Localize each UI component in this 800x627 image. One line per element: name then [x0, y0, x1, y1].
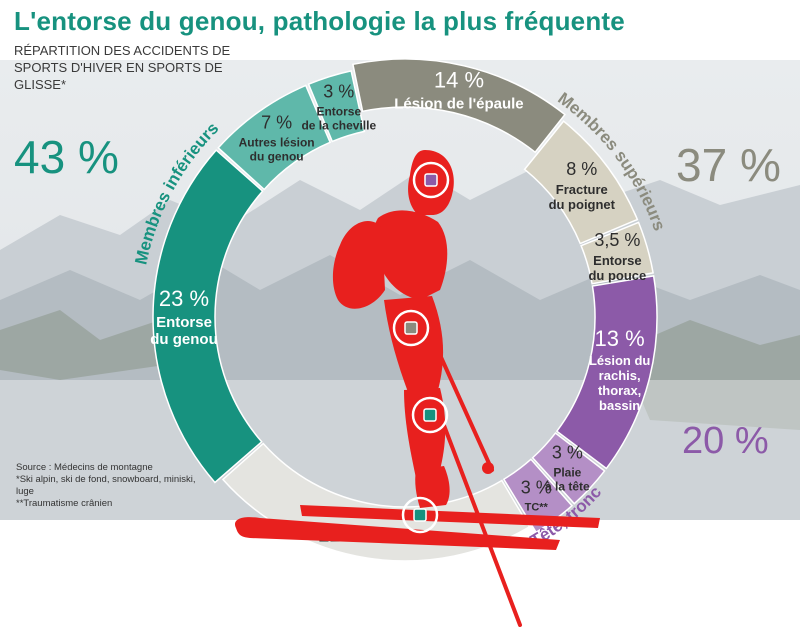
slice-value-label: 3 % [323, 82, 354, 102]
slice-label-group: 3 % TC** [521, 478, 552, 514]
group-percent-membres-superieurs: 37 % [676, 138, 781, 192]
slice-entorse-du-genou [152, 149, 264, 484]
slice-name-label: à la tête [545, 479, 590, 493]
slice-value-label: 23 % [159, 286, 209, 311]
slice-name-label: TC** [525, 502, 549, 514]
group-percent-value: 20 % [682, 420, 769, 462]
skier-shape [438, 413, 522, 627]
source-note: Source : Médecins de montagne *Ski alpin… [16, 462, 196, 510]
slice-name-label: du pouce [588, 268, 646, 283]
slice-l-sion-de-l-paule [352, 58, 566, 154]
slice-name-label: Lésion de l'épaule [394, 95, 523, 112]
slice-name-label: thorax, [598, 383, 641, 398]
skier-shape [332, 221, 385, 309]
slice-name-label: Fracture [556, 182, 608, 197]
slice-name-label: de la cheville [301, 119, 376, 133]
slice-tc [502, 458, 574, 534]
skier-shape [373, 210, 448, 300]
marker-ring [412, 161, 450, 199]
slice-name-label: du genou [150, 331, 218, 348]
slice-name-label: bassin [599, 398, 640, 413]
marker-ring [392, 309, 430, 347]
source-footnote: *Ski alpin, ski de fond, snowboard, mini… [16, 474, 196, 497]
source-line: Source : Médecins de montagne [16, 462, 153, 473]
skier-shape [482, 462, 494, 474]
slice-value-label: 13 % [595, 326, 645, 351]
source-footnote: **Traumatisme crânien [16, 498, 113, 509]
group-percent-value: 37 % [676, 139, 781, 191]
slice-value-label: 3 % [552, 442, 583, 462]
group-percent-value: 43 % [14, 131, 119, 183]
marker-ring [411, 396, 449, 434]
slice-autres-l-sion-du-genou [217, 84, 332, 191]
chart-title: L'entorse du genou, pathologie la plus f… [14, 6, 625, 36]
slice-plaie-la-t-te [531, 431, 606, 505]
skier-shape [438, 353, 494, 472]
slice-name-label: Entorse [156, 314, 212, 331]
marker-square [423, 408, 437, 422]
injury-marker [412, 161, 450, 199]
marker-square [424, 173, 438, 187]
slice-name-label: Lésion du [589, 353, 650, 368]
marker-square [413, 508, 427, 522]
injury-marker [392, 309, 430, 347]
slice-fracture-du-poignet [523, 120, 639, 245]
marker-square [404, 321, 418, 335]
slice-value-label: 3,5 % [594, 230, 640, 250]
group-percent-tete-tronc: 20 % [682, 420, 769, 463]
slice-value-label: 3 % [521, 478, 552, 498]
slice-name-label: du genou [250, 150, 304, 164]
slice-value-label: 8 % [566, 159, 597, 179]
skier-shape [300, 505, 600, 528]
slice-value-label: 14 % [434, 67, 484, 92]
slice-entorse-de-la-cheville [307, 69, 366, 143]
slice-name-label: Autres lésion [239, 136, 315, 150]
slice-value-label: 7 % [261, 113, 292, 133]
slice-name-label: Plaie [553, 465, 581, 479]
skier-illustration [235, 150, 600, 627]
injury-marker [411, 396, 449, 434]
slice-name-label: du poignet [549, 197, 616, 212]
slice-name-label: Entorse [316, 105, 361, 119]
slice-name-label: Entorse [593, 253, 641, 268]
slice-entorse-du-pouce [580, 221, 654, 285]
slice-l-sion-du-rachis-thorax-bassin [555, 275, 658, 470]
group-percent-membres-inferieurs: 43 % [14, 130, 119, 184]
chart-subtitle: RÉPARTITION DES ACCIDENTS DE SPORTS D'HI… [14, 43, 231, 92]
slice-label-group: 14 % Lésion de l'épaule [394, 67, 523, 112]
skier-shape [235, 517, 560, 550]
slice-name-label: rachis, [599, 368, 641, 383]
marker-ring [401, 496, 439, 534]
injury-marker [401, 496, 439, 534]
